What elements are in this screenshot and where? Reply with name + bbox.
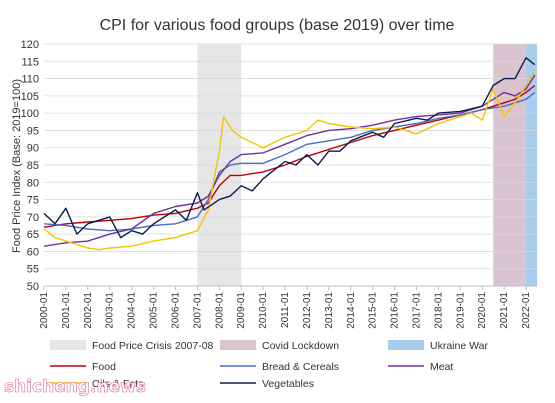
y-tick-label: 85 [27,160,39,172]
y-tick-label: 100 [21,108,39,120]
legend-label-ukraine-war: Ukraine War [430,340,488,352]
x-tick-label: 2020-01 [477,292,488,329]
legend-label-meat: Meat [430,361,453,373]
x-tick-label: 2001-01 [61,292,72,329]
x-tick-label: 2006-01 [170,292,181,329]
x-tick-label: 2007-01 [192,292,203,329]
y-tick-label: 80 [27,177,39,189]
x-tick-label: 2011-01 [280,292,291,328]
x-tick-label: 2018-01 [433,292,444,329]
x-tick-label: 2012-01 [302,292,313,329]
legend-label-food-price-crisis-2007-08: Food Price Crisis 2007-08 [92,340,214,352]
y-tick-label: 105 [21,91,39,103]
x-tick-label: 2005-01 [149,292,160,329]
x-tick-label: 2009-01 [236,292,247,329]
legend-label-bread-cereals: Bread & Cereals [262,361,339,373]
y-tick-label: 70 [27,212,39,224]
series-line-oils-fats [43,71,536,251]
legend-swatch-food-price-crisis-2007-08 [50,340,86,350]
y-tick-label: 95 [27,125,39,137]
x-tick-label: 2021-01 [499,292,510,329]
y-tick-label: 60 [27,246,39,258]
y-tick-label: 110 [21,74,39,86]
y-tick-label: 120 [21,39,39,51]
legend-label-covid-lockdown: Covid Lockdown [262,340,339,352]
chart-title: CPI for various food groups (base 2019) … [100,17,455,34]
x-tick-label: 2008-01 [214,292,225,329]
x-tick-label: 2003-01 [105,292,116,329]
watermark-logo: shicheng.news [4,377,146,397]
x-tick-label: 2002-01 [83,292,94,329]
x-tick-label: 2017-01 [411,292,422,329]
y-tick-label: 90 [27,143,39,155]
y-tick-label: 50 [27,281,39,293]
legend-swatch-covid-lockdown [220,340,256,350]
x-tick-label: 2010-01 [258,292,269,329]
y-tick-label: 55 [27,264,39,276]
x-tick-label: 2014-01 [346,292,357,329]
y-tick-label: 75 [27,195,39,207]
series-line-vegetables [43,57,536,239]
x-tick-label: 2016-01 [390,292,401,329]
y-tick-label: 65 [27,229,39,241]
legend-label-oils-fats: Oils & Fats [92,378,143,390]
x-tick-label: 2019-01 [455,292,466,329]
series-line-bread-cereals [43,91,536,232]
x-tick-label: 2022-01 [521,292,532,329]
legend-label-food: Food [92,361,116,373]
legend-label-vegetables: Vegetables [262,378,314,390]
legend-swatch-ukraine-war [388,340,424,350]
x-tick-label: 2000-01 [39,292,50,329]
x-tick-label: 2004-01 [127,292,138,329]
x-tick-label: 2013-01 [324,292,335,329]
x-tick-label: 2015-01 [368,292,379,329]
y-tick-label: 115 [21,56,39,68]
y-axis-label: Food Price Index (Base: 2019=100) [11,79,23,253]
